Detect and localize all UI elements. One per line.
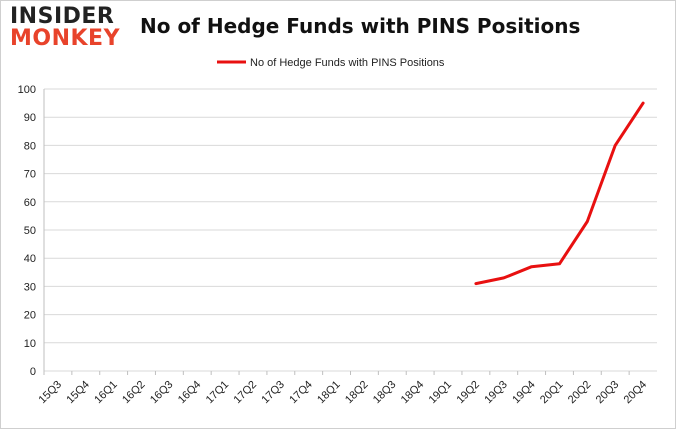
- grid-lines: [43, 88, 657, 372]
- x-tick-label: 17Q1: [204, 379, 232, 407]
- insider-monkey-logo: INSIDER MONKEY: [10, 6, 128, 54]
- x-tick-label: 20Q1: [538, 379, 566, 407]
- y-tick-label: 40: [24, 253, 36, 265]
- x-tick-label: 18Q1: [315, 379, 343, 407]
- y-tick-label: 70: [24, 169, 36, 181]
- x-tick-label: 18Q3: [371, 379, 399, 407]
- x-tick-label: 19Q1: [427, 379, 455, 407]
- x-tick-label: 16Q3: [148, 379, 176, 407]
- legend: No of Hedge Funds with PINS Positions: [217, 57, 445, 69]
- x-tick-label: 17Q3: [259, 379, 287, 407]
- x-tick-label: 18Q4: [399, 379, 427, 407]
- y-tick-label: 90: [24, 112, 36, 124]
- y-tick-label: 100: [18, 84, 36, 96]
- x-tick-label: 15Q4: [64, 379, 92, 407]
- y-tick-label: 50: [24, 225, 36, 237]
- x-tick-label: 20Q2: [566, 379, 594, 407]
- x-tick-label: 19Q2: [454, 379, 482, 407]
- x-tick-label: 17Q2: [232, 379, 260, 407]
- chart-title: No of Hedge Funds with PINS Positions: [140, 14, 581, 38]
- x-tick-label: 16Q1: [92, 379, 120, 407]
- logo-line-2: MONKEY: [10, 26, 121, 51]
- x-tick-label: 18Q2: [343, 379, 371, 407]
- x-tick-label: 19Q3: [482, 379, 510, 407]
- logo-line-1: INSIDER: [10, 4, 115, 29]
- y-tick-label: 0: [30, 366, 36, 378]
- x-tick-label: 19Q4: [510, 379, 538, 407]
- x-tick-label: 16Q2: [120, 379, 148, 407]
- y-tick-labels: 0 10 20 30 40 50 60 70 80 90 100: [18, 84, 36, 378]
- y-tick-label: 80: [24, 140, 36, 152]
- y-tick-label: 30: [24, 281, 36, 293]
- x-tick-labels: 15Q3 15Q4 16Q1 16Q2 16Q3 16Q4 17Q1 17Q2 17Q3 17Q4…: [37, 371, 650, 407]
- series-line: [474, 101, 645, 286]
- series-layer: [474, 101, 645, 286]
- x-tick-label: 15Q3: [37, 379, 65, 407]
- y-tick-label: 60: [24, 197, 36, 209]
- x-tick-label: 20Q4: [622, 379, 650, 407]
- y-tick-label: 20: [24, 310, 36, 322]
- legend-label: No of Hedge Funds with PINS Positions: [250, 57, 445, 69]
- x-tick-label: 17Q4: [287, 379, 315, 407]
- x-tick-label: 20Q3: [594, 379, 622, 407]
- x-tick-label: 16Q4: [176, 379, 204, 407]
- y-tick-label: 10: [24, 338, 36, 350]
